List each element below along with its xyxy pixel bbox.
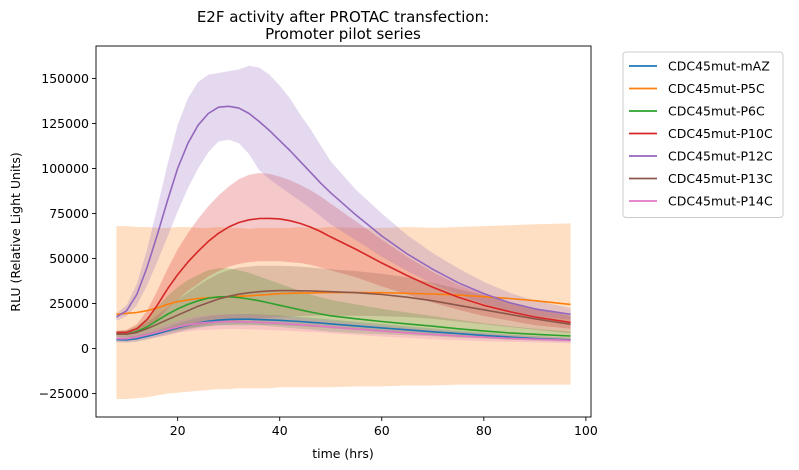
legend-label-cdc45mut-p14c: CDC45mut-P14C [668, 194, 773, 209]
y-axis: −25000 0 25000 50000 75000 100000 125000 150000 [39, 71, 96, 401]
legend-label-cdc45mut-p5c: CDC45mut-P5C [668, 81, 765, 96]
x-axis-label: time (hrs) [312, 446, 374, 461]
y-tick-label: 75000 [49, 206, 89, 221]
x-axis: 20 40 60 80 100 [170, 417, 598, 438]
chart-title-line-2: Promoter pilot series [265, 25, 421, 43]
legend-box [622, 51, 784, 218]
line-cdc45mut-p10c [116, 217, 571, 334]
x-tick-label: 60 [374, 423, 390, 438]
y-axis-label: RLU (Relative Light Units) [8, 152, 23, 311]
y-tick-label: 0 [81, 341, 89, 356]
legend: CDC45mut-mAZ CDC45mut-P5C CDC45mut-P6C CDC4… [622, 51, 784, 218]
legend-label-cdc45mut-p13c: CDC45mut-P13C [668, 171, 773, 186]
legend-label-cdc45mut-maz: CDC45mut-mAZ [668, 59, 770, 74]
chart-title-line-1: E2F activity after PROTAC transfection: [197, 8, 489, 26]
y-tick-label: 150000 [41, 71, 89, 86]
series-lines [115, 105, 571, 342]
y-tick-label: −25000 [39, 386, 89, 401]
line-cdc45mut-maz [116, 318, 571, 341]
x-tick-label: 40 [272, 423, 288, 438]
line-cdc45mut-p5c [116, 291, 571, 316]
legend-label-cdc45mut-p6c: CDC45mut-P6C [668, 104, 765, 119]
x-tick-label: 80 [476, 423, 492, 438]
y-tick-label: 50000 [49, 251, 89, 266]
line-cdc45mut-p12c [115, 105, 571, 318]
confidence-bands [116, 65, 571, 399]
band-cdc45mut-p5c [116, 223, 571, 399]
y-tick-label: 25000 [49, 296, 89, 311]
band-cdc45mut-p12c [116, 65, 571, 321]
line-cdc45mut-p6c [116, 295, 571, 337]
legend-label-cdc45mut-p12c: CDC45mut-P12C [668, 149, 773, 164]
y-tick-label: 125000 [41, 116, 89, 131]
y-tick-label: 100000 [41, 161, 89, 176]
line-cdc45mut-p13c [116, 289, 571, 336]
x-tick-label: 20 [170, 423, 186, 438]
x-tick-label: 100 [574, 423, 598, 438]
line-cdc45mut-p14c [116, 320, 571, 342]
plot-frame [95, 45, 592, 418]
legend-label-cdc45mut-p10c: CDC45mut-P10C [668, 126, 773, 141]
